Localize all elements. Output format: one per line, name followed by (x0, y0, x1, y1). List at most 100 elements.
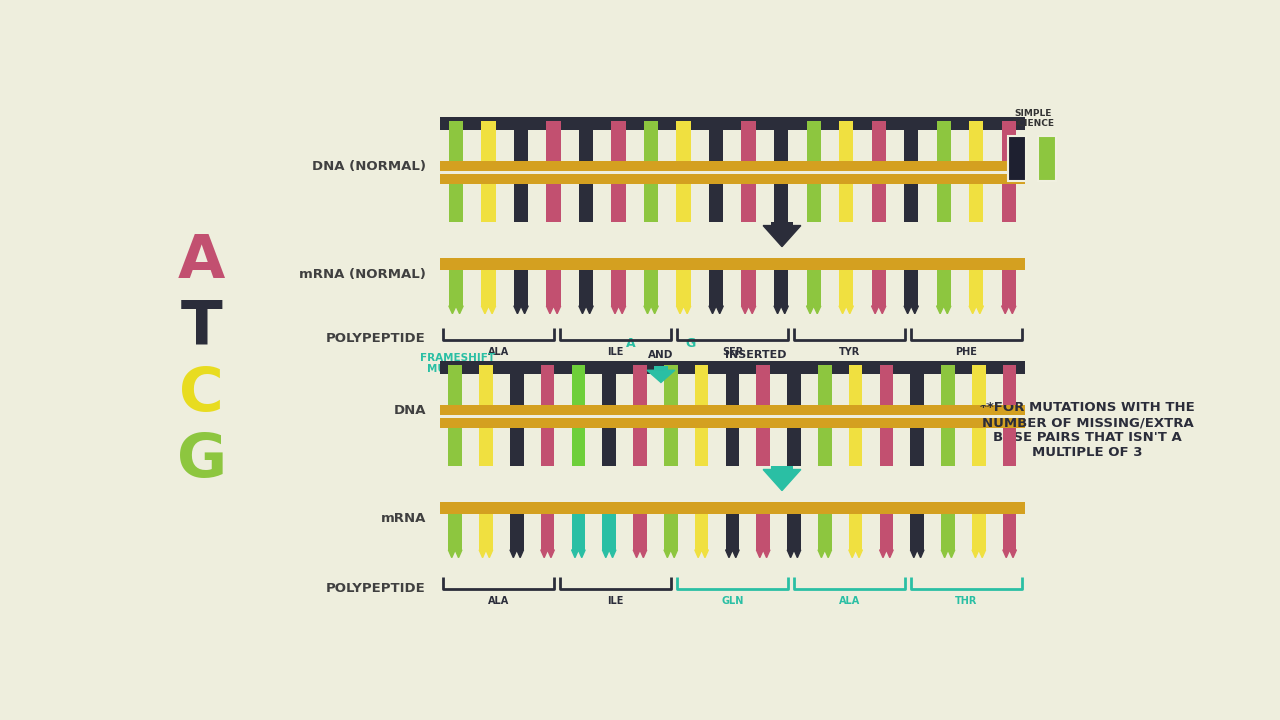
Bar (634, 514, 646, 550)
Text: AND: AND (648, 350, 673, 360)
Bar (910, 428, 924, 466)
Bar (904, 121, 918, 161)
Polygon shape (872, 306, 886, 314)
Bar (579, 121, 593, 161)
Bar (644, 184, 658, 222)
Text: A: A (626, 337, 636, 351)
Bar (612, 121, 626, 161)
Bar (513, 121, 529, 161)
Bar (540, 365, 554, 405)
Bar (572, 365, 585, 405)
Polygon shape (664, 550, 677, 557)
Bar (806, 270, 820, 306)
Bar (603, 365, 616, 405)
Text: T: T (180, 298, 223, 357)
Text: SIMPLE
SCIENCE: SIMPLE SCIENCE (1011, 109, 1055, 128)
Bar (872, 270, 886, 306)
Bar (644, 121, 658, 161)
Bar (972, 428, 986, 466)
Polygon shape (709, 306, 723, 314)
Polygon shape (806, 306, 820, 314)
Bar (787, 428, 801, 466)
Text: C: C (686, 360, 695, 373)
Text: POLYPEPTIDE: POLYPEPTIDE (326, 332, 426, 345)
Bar (838, 270, 854, 306)
Bar (440, 117, 1025, 130)
Bar (756, 428, 771, 466)
Bar (1002, 270, 1016, 306)
Bar (448, 514, 462, 550)
Text: POLYPEPTIDE: POLYPEPTIDE (326, 582, 426, 595)
Bar (448, 428, 462, 466)
Bar (774, 270, 788, 306)
Polygon shape (513, 306, 529, 314)
Bar (676, 270, 691, 306)
Text: TYR: TYR (838, 347, 860, 357)
Bar (612, 184, 626, 222)
Bar (709, 121, 723, 161)
Bar (771, 222, 792, 225)
Bar (1002, 184, 1016, 222)
Polygon shape (904, 306, 918, 314)
Bar (644, 270, 658, 306)
Bar (741, 121, 755, 161)
Polygon shape (676, 306, 691, 314)
Polygon shape (937, 306, 951, 314)
Bar (572, 428, 585, 466)
Bar (695, 428, 708, 466)
Bar (676, 184, 691, 222)
Bar (440, 405, 1025, 415)
Bar (937, 270, 951, 306)
Text: DNA: DNA (393, 404, 426, 417)
Bar (1009, 136, 1027, 181)
Bar (540, 514, 554, 550)
Polygon shape (695, 550, 708, 557)
Polygon shape (879, 550, 893, 557)
Bar (481, 121, 495, 161)
Bar (756, 365, 771, 405)
Bar (941, 514, 955, 550)
Bar (879, 514, 893, 550)
Bar (449, 184, 463, 222)
Bar (787, 514, 801, 550)
Bar (440, 418, 1025, 428)
Text: G: G (686, 337, 696, 351)
Bar (709, 184, 723, 222)
Bar (838, 184, 854, 222)
Bar (787, 365, 801, 405)
Bar (910, 365, 924, 405)
Text: C: C (179, 364, 224, 423)
Polygon shape (941, 550, 955, 557)
Bar (449, 270, 463, 306)
Bar (941, 428, 955, 466)
Bar (479, 514, 493, 550)
Bar (479, 428, 493, 466)
Bar (440, 361, 1025, 374)
Polygon shape (1002, 550, 1016, 557)
Bar (806, 121, 820, 161)
Bar (440, 174, 1025, 184)
Bar (849, 365, 863, 405)
Bar (774, 121, 788, 161)
Bar (540, 428, 554, 466)
Text: FRAMESHIFT
MUTATION: FRAMESHIFT MUTATION (420, 353, 495, 374)
Bar (654, 366, 668, 370)
Bar (603, 514, 616, 550)
Polygon shape (763, 469, 801, 490)
Bar (547, 121, 561, 161)
Text: INSERTED: INSERTED (726, 350, 787, 360)
Bar (695, 514, 708, 550)
Bar (449, 121, 463, 161)
Polygon shape (910, 550, 924, 557)
Text: ALA: ALA (838, 596, 860, 606)
Bar (579, 270, 593, 306)
Polygon shape (540, 550, 554, 557)
Bar (838, 121, 854, 161)
Bar (771, 466, 792, 469)
Bar (547, 184, 561, 222)
Bar (603, 428, 616, 466)
Bar (481, 184, 495, 222)
Bar (664, 365, 677, 405)
Polygon shape (634, 550, 646, 557)
Polygon shape (449, 306, 463, 314)
